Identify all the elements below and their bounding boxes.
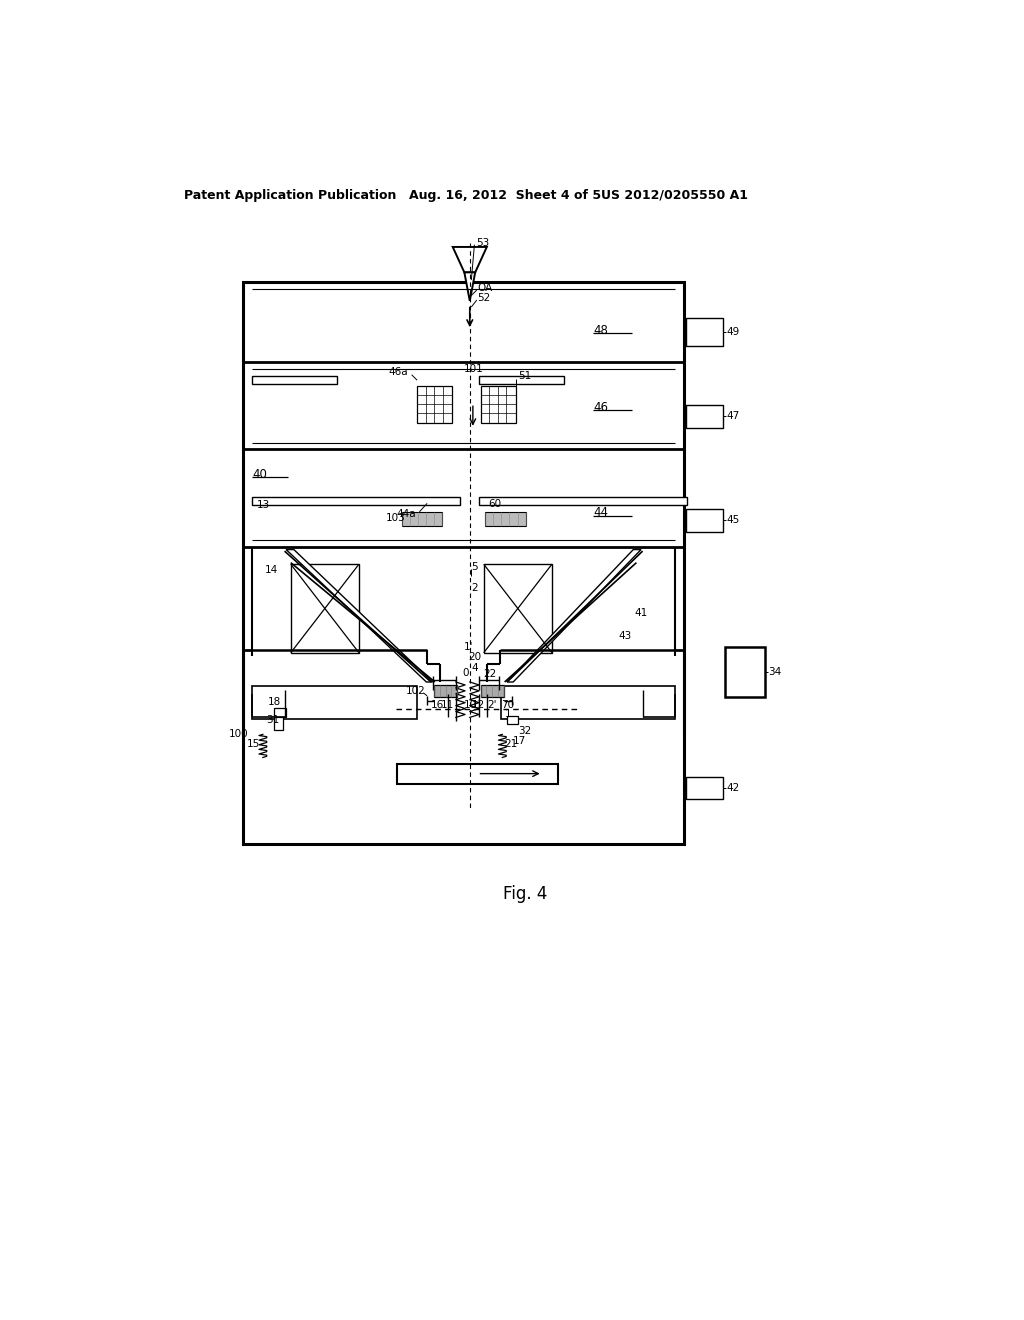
Text: 10: 10: [464, 700, 477, 710]
Text: 42: 42: [726, 783, 739, 793]
Text: 4: 4: [471, 663, 478, 673]
Text: 17: 17: [512, 735, 525, 746]
Text: 31: 31: [266, 714, 280, 725]
Text: 45: 45: [726, 515, 739, 525]
Text: 15: 15: [247, 739, 260, 750]
Polygon shape: [464, 272, 475, 301]
Text: 48: 48: [593, 323, 608, 337]
Bar: [401, 512, 442, 525]
Text: 13: 13: [257, 500, 270, 510]
Text: 60: 60: [488, 499, 502, 510]
Bar: [686, 405, 723, 428]
Text: 14: 14: [264, 565, 278, 576]
Bar: [479, 376, 564, 384]
Bar: [483, 564, 552, 653]
Text: 52: 52: [477, 293, 490, 302]
Bar: [507, 715, 518, 723]
Bar: [501, 686, 675, 719]
Bar: [434, 685, 458, 697]
Text: US 2012/0205550 A1: US 2012/0205550 A1: [601, 189, 748, 202]
Text: 12: 12: [471, 700, 484, 710]
Text: 51: 51: [518, 371, 531, 381]
Text: 21: 21: [505, 739, 518, 750]
Text: OA: OA: [477, 282, 493, 293]
Bar: [243, 281, 684, 843]
Text: 43: 43: [618, 631, 632, 640]
Polygon shape: [507, 549, 641, 682]
Bar: [397, 763, 558, 784]
Text: 46: 46: [593, 400, 608, 413]
Text: Fig. 4: Fig. 4: [503, 884, 547, 903]
Text: 0: 0: [462, 668, 469, 677]
Text: 16: 16: [431, 700, 444, 710]
Text: 2': 2': [486, 700, 497, 710]
Text: Aug. 16, 2012  Sheet 4 of 5: Aug. 16, 2012 Sheet 4 of 5: [409, 189, 601, 202]
Text: 101: 101: [464, 363, 483, 374]
Bar: [252, 686, 417, 719]
Bar: [686, 777, 723, 799]
Bar: [480, 685, 504, 697]
Text: 18: 18: [267, 697, 281, 708]
Text: 53: 53: [476, 238, 489, 248]
Text: Patent Application Publication: Patent Application Publication: [183, 189, 396, 202]
Polygon shape: [453, 247, 486, 272]
Text: 41: 41: [634, 607, 647, 618]
Text: 22: 22: [483, 669, 497, 680]
Text: 70: 70: [501, 700, 514, 710]
Text: 49: 49: [726, 326, 739, 337]
Text: 1': 1': [464, 643, 473, 652]
Bar: [273, 708, 286, 718]
Polygon shape: [286, 549, 432, 682]
Text: 20: 20: [468, 652, 481, 661]
Text: 100: 100: [228, 730, 249, 739]
Text: 44a: 44a: [396, 510, 416, 519]
Bar: [417, 385, 452, 422]
Text: 46a: 46a: [388, 367, 408, 378]
Text: 40: 40: [252, 467, 267, 480]
Text: 5: 5: [471, 561, 478, 572]
Text: 34: 34: [768, 667, 781, 677]
Text: 1: 1: [505, 709, 511, 718]
Text: 44: 44: [593, 506, 608, 519]
Text: 32: 32: [518, 726, 531, 737]
Text: 11: 11: [440, 700, 454, 710]
Text: 47: 47: [726, 412, 739, 421]
Bar: [686, 318, 723, 346]
Text: 2: 2: [471, 583, 478, 593]
Bar: [479, 498, 687, 506]
Bar: [252, 498, 460, 506]
Bar: [725, 647, 765, 697]
Bar: [291, 564, 359, 653]
Bar: [252, 376, 337, 384]
Text: 102: 102: [407, 686, 426, 696]
Bar: [686, 508, 723, 532]
Bar: [273, 718, 283, 730]
Bar: [480, 385, 515, 422]
Text: 103: 103: [386, 513, 406, 523]
Bar: [485, 512, 525, 525]
